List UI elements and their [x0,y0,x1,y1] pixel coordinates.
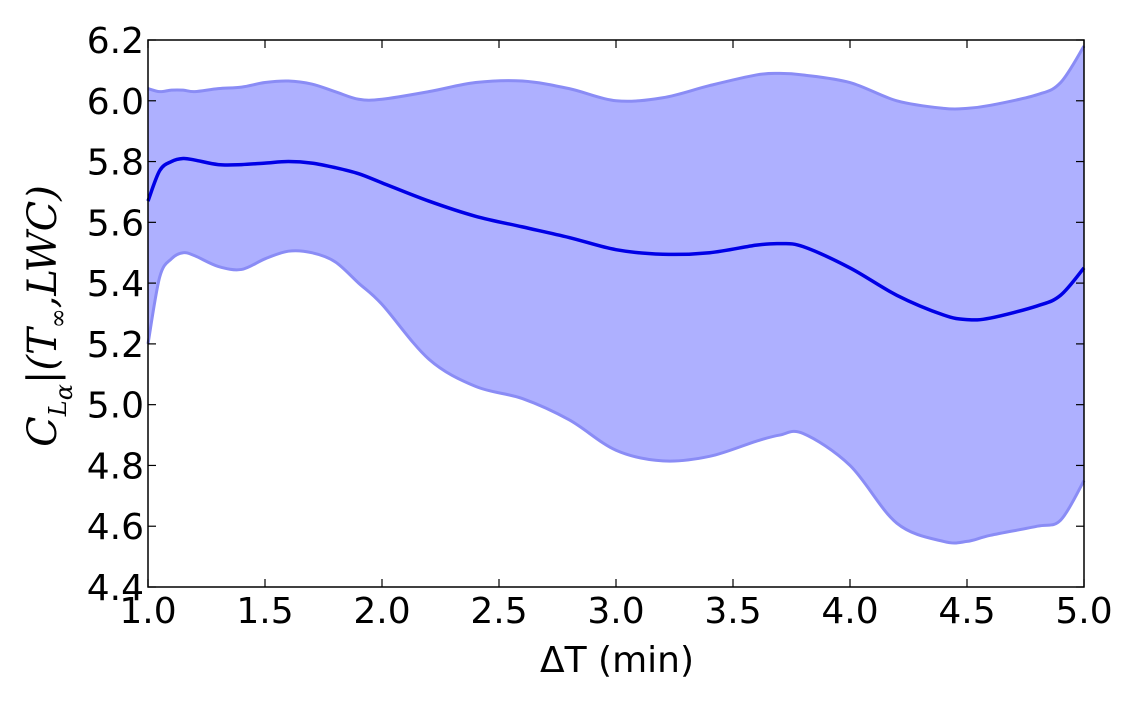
x-tick-label: 2.5 [470,591,527,632]
x-tick-label: 4.5 [938,591,995,632]
y-tick-label: 5.8 [87,143,144,184]
y-tick-label: 5.6 [87,203,144,244]
y-tick-label: 4.8 [87,446,144,487]
y-tick-label: 5.0 [87,386,144,427]
y-tick-label: 4.4 [87,568,144,609]
x-tick-label: 1.5 [236,591,293,632]
x-tick-label: 4.0 [821,591,878,632]
x-tick-label: 2.0 [353,591,410,632]
x-axis-label: ΔT (min) [540,640,694,681]
y-tick-label: 6.2 [87,21,144,62]
confidence-band [148,46,1084,544]
y-tick-label: 5.2 [87,325,144,366]
y-tick-label: 6.0 [87,82,144,123]
lower-bound-line [146,249,1086,545]
y-tick-label: 4.6 [87,507,144,548]
x-tick-label: 5.0 [1055,591,1112,632]
x-tick-label: 3.5 [704,591,761,632]
plot-area [146,45,1086,545]
x-tick-label: 1.0 [119,591,176,632]
upper-bound-line [147,45,1086,111]
y-axis-label: CLα|(T∞,LWC) [20,185,78,447]
axis-ticks: 1.0 1.5 2.0 2.5 3.0 3.5 4.0 4.5 5.0 4.4 4.6 4.8 5.0 5… [87,21,1113,632]
mean-line [146,156,1086,322]
x-tick-label: 3.0 [587,591,644,632]
y-tick-label: 5.4 [87,264,144,305]
